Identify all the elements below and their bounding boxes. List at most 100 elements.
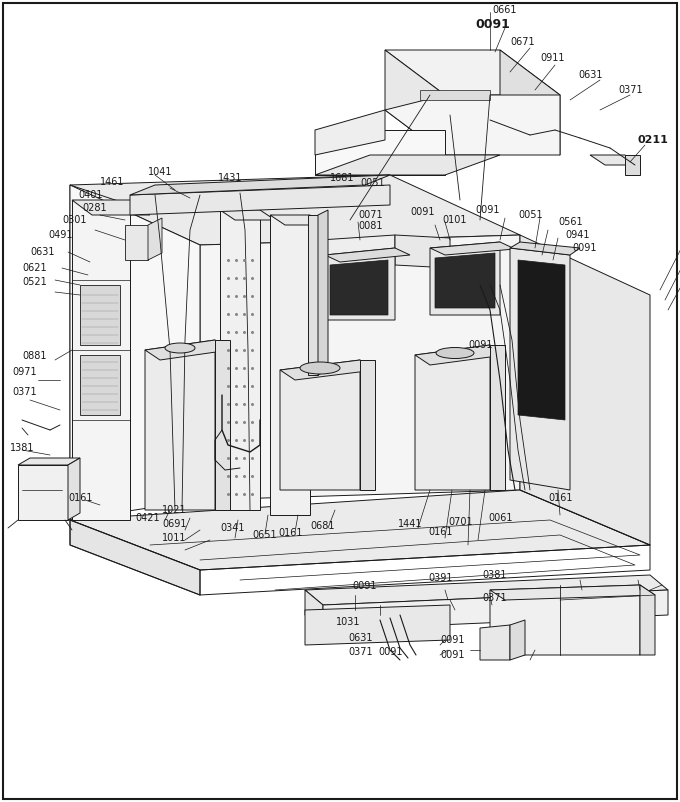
- Text: 1681: 1681: [330, 173, 354, 183]
- Polygon shape: [308, 215, 318, 375]
- Polygon shape: [80, 355, 120, 415]
- Text: 0671: 0671: [510, 37, 534, 47]
- Polygon shape: [318, 210, 328, 375]
- Polygon shape: [305, 575, 668, 605]
- Polygon shape: [480, 625, 510, 660]
- Text: 0061: 0061: [488, 513, 513, 523]
- Polygon shape: [280, 360, 360, 490]
- Text: 0701: 0701: [448, 517, 473, 527]
- Text: 0661: 0661: [492, 5, 517, 15]
- Text: 0211: 0211: [638, 135, 669, 145]
- Text: 0091: 0091: [440, 650, 464, 660]
- Text: 0051: 0051: [518, 210, 543, 220]
- Polygon shape: [125, 225, 148, 260]
- Polygon shape: [385, 50, 560, 95]
- Polygon shape: [385, 95, 560, 155]
- Polygon shape: [385, 50, 445, 155]
- Text: 0651: 0651: [252, 530, 277, 540]
- Text: 0391: 0391: [428, 573, 452, 583]
- Polygon shape: [590, 155, 640, 165]
- Polygon shape: [500, 50, 560, 155]
- Polygon shape: [280, 360, 375, 380]
- Text: 1431: 1431: [218, 173, 243, 183]
- Text: 0301: 0301: [62, 215, 86, 225]
- Text: 0091: 0091: [410, 207, 435, 217]
- Polygon shape: [323, 590, 668, 630]
- Polygon shape: [490, 585, 640, 655]
- Polygon shape: [70, 520, 200, 595]
- Polygon shape: [130, 185, 390, 215]
- Polygon shape: [270, 215, 325, 225]
- Polygon shape: [72, 200, 130, 520]
- Text: 0491: 0491: [48, 230, 73, 240]
- Text: 0381: 0381: [482, 570, 507, 580]
- Polygon shape: [518, 260, 565, 420]
- Text: 0631: 0631: [30, 247, 54, 257]
- Ellipse shape: [165, 343, 195, 353]
- Text: 0091: 0091: [468, 340, 492, 350]
- Polygon shape: [145, 340, 230, 360]
- Text: 0161: 0161: [278, 528, 303, 538]
- Polygon shape: [415, 345, 505, 365]
- Polygon shape: [72, 200, 150, 215]
- Ellipse shape: [436, 347, 474, 358]
- Polygon shape: [490, 345, 505, 490]
- Text: 1031: 1031: [336, 617, 360, 627]
- Polygon shape: [330, 260, 388, 315]
- Polygon shape: [220, 210, 275, 220]
- Polygon shape: [70, 185, 130, 540]
- Polygon shape: [270, 215, 310, 515]
- Polygon shape: [145, 340, 215, 510]
- Polygon shape: [520, 235, 650, 545]
- Polygon shape: [148, 218, 162, 260]
- Text: 0161: 0161: [68, 493, 92, 503]
- Polygon shape: [325, 248, 410, 262]
- Polygon shape: [510, 248, 570, 490]
- Text: 0561: 0561: [558, 217, 583, 227]
- Text: 0101: 0101: [442, 215, 466, 225]
- Text: 0401: 0401: [78, 190, 103, 200]
- Text: 0051: 0051: [360, 178, 385, 188]
- Polygon shape: [200, 235, 520, 500]
- Polygon shape: [415, 345, 490, 490]
- Polygon shape: [315, 130, 445, 175]
- Text: 0911: 0911: [540, 53, 564, 63]
- Polygon shape: [305, 590, 323, 630]
- Text: 0091: 0091: [475, 205, 500, 215]
- Text: 0691: 0691: [162, 519, 186, 529]
- Polygon shape: [435, 253, 495, 308]
- Polygon shape: [510, 620, 525, 660]
- Text: 0091: 0091: [378, 647, 403, 657]
- Polygon shape: [305, 605, 450, 645]
- Polygon shape: [70, 175, 520, 245]
- Polygon shape: [215, 340, 230, 510]
- Polygon shape: [640, 585, 655, 655]
- Text: 0421: 0421: [135, 513, 160, 523]
- Polygon shape: [220, 210, 260, 510]
- Polygon shape: [130, 175, 390, 195]
- Text: 0161: 0161: [428, 527, 452, 537]
- Polygon shape: [315, 110, 385, 155]
- Polygon shape: [510, 242, 580, 255]
- Text: 1461: 1461: [100, 177, 124, 187]
- Text: 0091: 0091: [572, 243, 596, 253]
- Polygon shape: [420, 90, 490, 100]
- Polygon shape: [430, 242, 515, 255]
- Text: 0881: 0881: [22, 351, 46, 361]
- Ellipse shape: [300, 362, 340, 374]
- Text: 0681: 0681: [310, 521, 335, 531]
- Polygon shape: [18, 458, 80, 465]
- Polygon shape: [320, 235, 395, 270]
- Polygon shape: [70, 490, 650, 570]
- Polygon shape: [315, 155, 500, 175]
- Text: 1441: 1441: [398, 519, 422, 529]
- Text: 0091: 0091: [475, 18, 510, 31]
- Text: 0521: 0521: [22, 277, 47, 287]
- Text: 0371: 0371: [482, 593, 507, 603]
- Polygon shape: [70, 185, 200, 520]
- Text: 0081: 0081: [358, 221, 382, 231]
- Text: 0371: 0371: [12, 387, 37, 397]
- Text: 0371: 0371: [618, 85, 643, 95]
- Text: 1021: 1021: [162, 505, 186, 515]
- Polygon shape: [325, 248, 395, 320]
